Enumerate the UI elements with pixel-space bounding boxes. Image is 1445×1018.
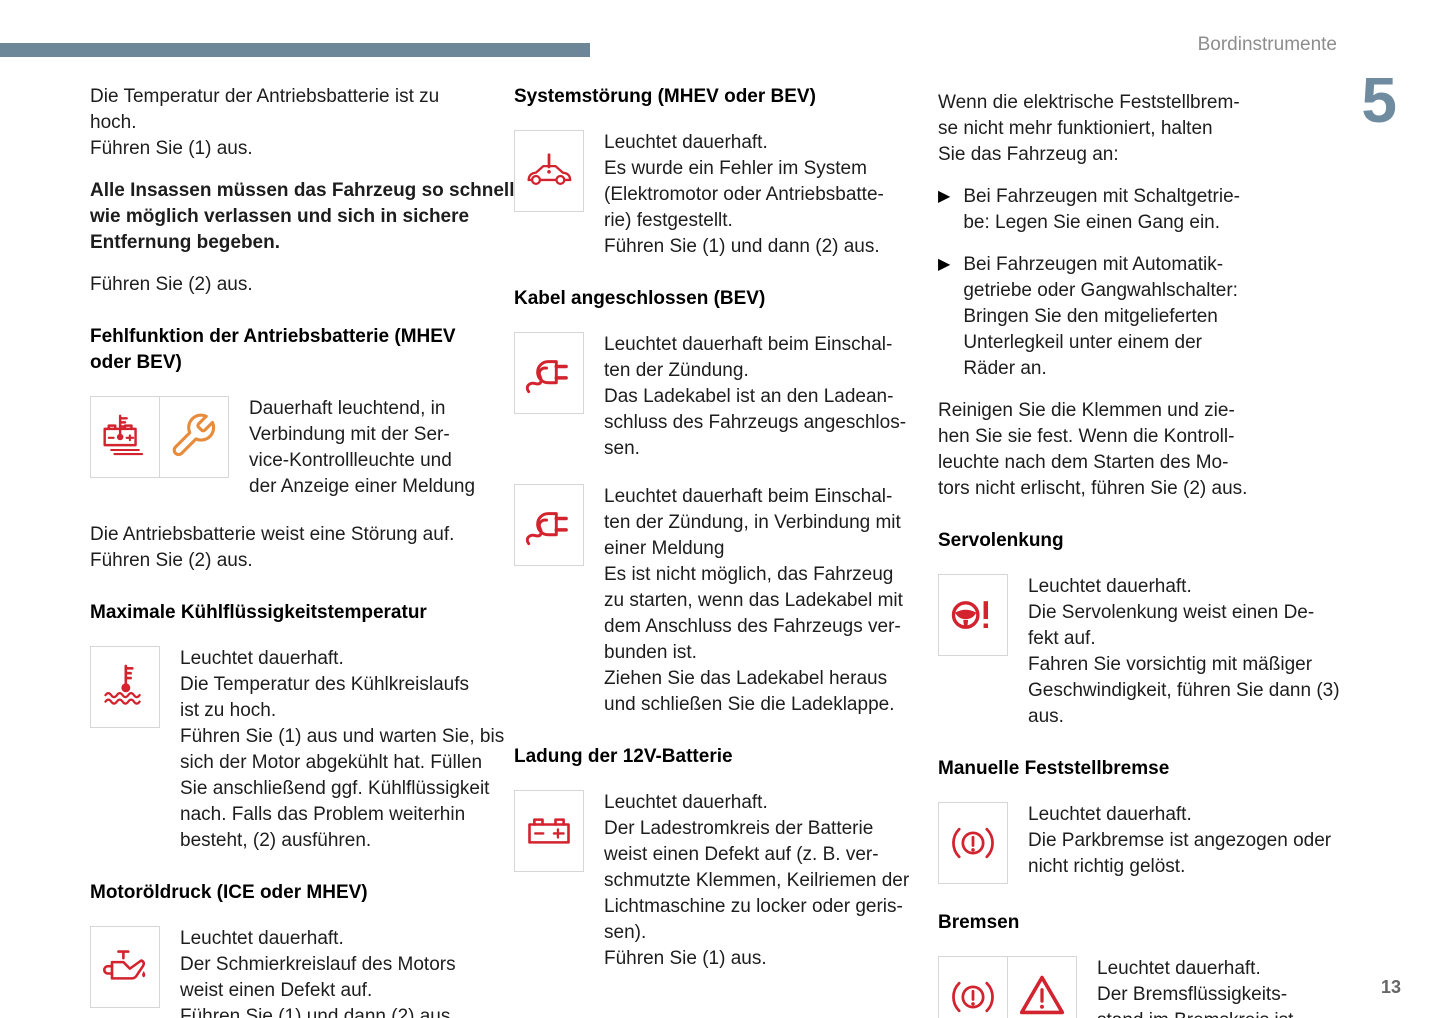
warning-paragraph: Alle Insassen müssen das Fahrzeug so sch…	[90, 180, 515, 253]
section-heading: Maximale Kühlflüssigkeitstemperatur	[90, 602, 427, 623]
section-heading: Systemstörung (MHEV oder BEV)	[514, 86, 816, 107]
paragraph: Reinigen Sie die Klemmen und zie- hen Si…	[938, 400, 1248, 499]
paragraph: Die Antriebsbatterie weist eine Störung …	[90, 524, 455, 571]
warning-description: Leuchtet dauerhaft beim Einschal- ten de…	[604, 334, 907, 459]
warning-light-row: Leuchtet dauerhaft. Die Temperatur des K…	[90, 646, 504, 854]
chapter-number: 5	[1361, 64, 1397, 136]
warning-description: Leuchtet dauerhaft. Die Temperatur des K…	[180, 648, 505, 851]
section-heading: Kabel angeschlossen (BEV)	[514, 288, 766, 309]
parking-brake-icon	[938, 802, 1008, 884]
warning-light-row: Leuchtet dauerhaft. Der Ladestromkreis d…	[514, 790, 914, 972]
battery-temperature-warning-icon	[90, 396, 160, 478]
warning-description: Leuchtet dauerhaft. Der Schmierkreislauf…	[180, 928, 456, 1018]
section-heading: Servolenkung	[938, 530, 1064, 551]
column-right: Wenn die elektrische Feststellbrem- se n…	[938, 90, 1340, 1018]
warning-light-row: Dauerhaft leuchtend, in Verbindung mit d…	[90, 396, 482, 500]
charging-cable-icon	[514, 484, 584, 566]
warning-light-row: Leuchtet dauerhaft. Es wurde ein Fehler …	[514, 130, 914, 260]
battery-12v-icon	[514, 790, 584, 872]
paragraph: Wenn die elektrische Feststellbrem- se n…	[938, 92, 1240, 165]
list-item-text: Bei Fahrzeugen mit Automatik- getriebe o…	[963, 254, 1238, 379]
paragraph: Führen Sie (2) aus.	[90, 274, 253, 295]
warning-light-row: Leuchtet dauerhaft beim Einschal- ten de…	[514, 332, 914, 462]
page-header-title: Bordinstrumente	[1197, 34, 1337, 55]
warning-light-row: Leuchtet dauerhaft. Die Parkbremse ist a…	[938, 802, 1338, 884]
triangle-bullet-icon: ▶	[938, 188, 951, 205]
car-system-warning-icon	[514, 130, 584, 212]
warning-description: Leuchtet dauerhaft. Der Bremsflüssigkeit…	[1097, 958, 1293, 1018]
warning-light-row: Leuchtet dauerhaft. Die Servolenkung wei…	[938, 574, 1340, 730]
coolant-temperature-icon	[90, 646, 160, 728]
warning-light-row: Leuchtet dauerhaft. Der Schmierkreislauf…	[90, 926, 482, 1018]
parking-brake-icon	[938, 956, 1008, 1018]
page-number: 13	[1380, 977, 1401, 997]
section-heading: Manuelle Feststellbremse	[938, 758, 1170, 779]
icon-pair	[90, 396, 229, 478]
charging-cable-icon	[514, 332, 584, 414]
warning-description: Leuchtet dauerhaft. Die Servolenkung wei…	[1028, 576, 1340, 727]
column-left: Die Temperatur der Antriebsbatterie ist …	[90, 84, 515, 1018]
header-rule-bar	[0, 43, 590, 57]
section-heading: Motoröldruck (ICE oder MHEV)	[90, 882, 368, 903]
warning-description: Dauerhaft leuchtend, in Verbindung mit d…	[249, 398, 476, 497]
oil-pressure-icon	[90, 926, 160, 1008]
paragraph: Die Temperatur der Antriebsbatterie ist …	[90, 86, 440, 159]
warning-description: Leuchtet dauerhaft. Die Parkbremse ist a…	[1028, 804, 1332, 877]
section-heading: Bremsen	[938, 912, 1020, 933]
section-heading: Ladung der 12V-Batterie	[514, 746, 733, 767]
steering-warning-icon	[938, 574, 1008, 656]
service-wrench-icon	[159, 396, 229, 478]
brake-warning-triangle-icon	[1007, 956, 1077, 1018]
section-heading: Fehlfunktion der Antriebsbatterie (MHEV …	[90, 326, 456, 373]
warning-description: Leuchtet dauerhaft beim Einschal- ten de…	[604, 486, 903, 715]
column-middle: Systemstörung (MHEV oder BEV) Leuchtet d…	[514, 84, 914, 994]
triangle-bullet-icon: ▶	[938, 256, 951, 273]
warning-light-row: Leuchtet dauerhaft beim Einschal- ten de…	[514, 484, 914, 718]
list-item: ▶ Bei Fahrzeugen mit Schaltgetrie- be: L…	[938, 184, 1338, 236]
list-item-text: Bei Fahrzeugen mit Schaltgetrie- be: Leg…	[963, 186, 1240, 233]
warning-light-row: Leuchtet dauerhaft. Der Bremsflüssigkeit…	[938, 956, 1338, 1018]
list-item: ▶ Bei Fahrzeugen mit Automatik- getriebe…	[938, 252, 1338, 382]
warning-description: Leuchtet dauerhaft. Der Ladestromkreis d…	[604, 792, 910, 969]
warning-description: Leuchtet dauerhaft. Es wurde ein Fehler …	[604, 132, 884, 257]
icon-pair	[938, 956, 1077, 1018]
